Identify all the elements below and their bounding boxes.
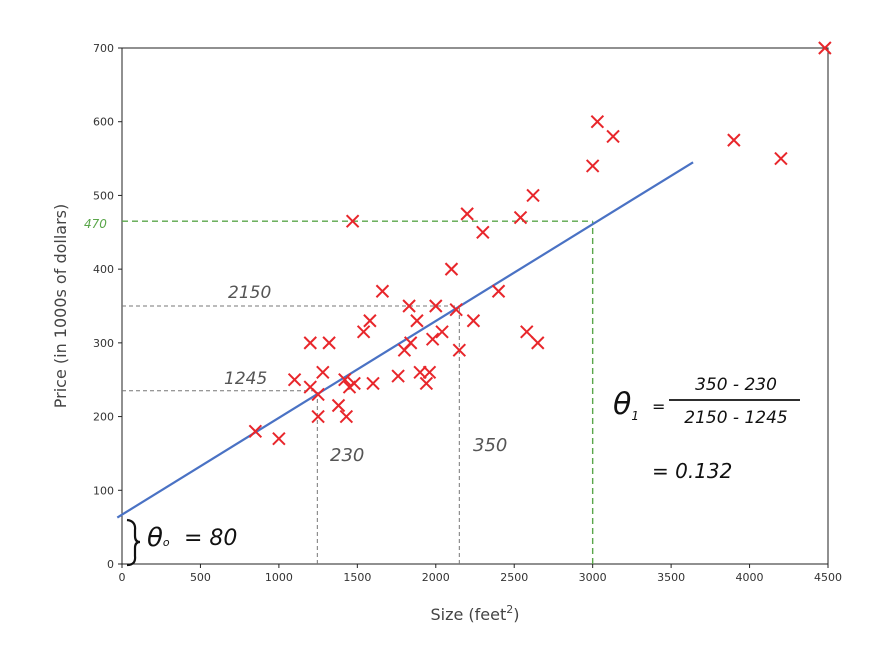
x-axis-title-superscript: 2 xyxy=(506,603,513,616)
data-point xyxy=(491,284,506,298)
theta1-symbol: θ1 xyxy=(613,387,639,423)
fit-line-layer xyxy=(116,161,694,519)
y-tick-label: 700 xyxy=(93,42,114,55)
data-point xyxy=(402,299,416,313)
x-tick-label: 4500 xyxy=(814,571,842,584)
curly-brace xyxy=(126,518,141,567)
data-point xyxy=(425,332,440,346)
data-point xyxy=(410,314,424,328)
data-point xyxy=(476,225,490,239)
theta1-numerator: 350 - 230 xyxy=(695,375,777,395)
data-point xyxy=(818,41,832,55)
data-point xyxy=(347,376,361,391)
data-point xyxy=(366,376,380,391)
guide-lines xyxy=(122,220,594,564)
x-axis-title: Size (feet2) xyxy=(430,603,519,624)
data-point xyxy=(403,336,418,350)
data-point xyxy=(311,409,325,424)
data-point xyxy=(287,373,302,387)
data-point xyxy=(606,129,620,144)
theta1-equals: = xyxy=(652,397,665,416)
data-point xyxy=(526,188,540,203)
x-tick-label: 4000 xyxy=(736,571,764,584)
data-point xyxy=(363,314,377,328)
y-tick-label: 300 xyxy=(93,337,114,350)
data-point xyxy=(375,284,390,298)
y-tick-label: 0 xyxy=(107,558,114,571)
data-point xyxy=(435,325,449,339)
x-tick-label: 0 xyxy=(119,571,126,584)
data-point xyxy=(444,262,459,276)
data-point xyxy=(429,299,443,313)
theta0-symbol: θo xyxy=(147,523,170,553)
data-point xyxy=(513,210,528,225)
y-tick-label: 100 xyxy=(93,484,114,497)
theta1-denominator: 2150 - 1245 xyxy=(684,408,787,428)
data-point xyxy=(419,376,434,391)
theta1-result: = 0.132 xyxy=(652,459,732,483)
data-point xyxy=(345,214,360,228)
data-point xyxy=(311,387,325,402)
x-tick-label: 500 xyxy=(190,571,211,584)
annotation-2150: 2150 xyxy=(228,283,271,303)
annotation-470: 470 xyxy=(84,217,107,231)
annotation-1245: 1245 xyxy=(224,369,267,389)
data-point xyxy=(531,336,545,350)
data-point xyxy=(331,398,346,413)
data-point xyxy=(322,336,336,350)
theta0-value: = 80 xyxy=(184,526,237,551)
annotation-350: 350 xyxy=(473,435,507,456)
data-point xyxy=(248,424,263,439)
data-point xyxy=(316,365,330,380)
data-point xyxy=(356,325,371,339)
data-point xyxy=(452,343,467,357)
y-axis-title: Price (in 1000s of dollars) xyxy=(51,204,70,408)
x-tick-label: 2000 xyxy=(422,571,450,584)
data-point xyxy=(460,207,474,221)
data-point xyxy=(338,373,352,387)
y-tick-label: 600 xyxy=(93,116,114,129)
data-point xyxy=(391,369,405,383)
data-points xyxy=(248,41,832,446)
data-point xyxy=(449,302,463,317)
data-point xyxy=(303,336,317,350)
regression-line xyxy=(116,161,694,519)
data-point xyxy=(339,409,354,424)
x-tick-label: 2500 xyxy=(500,571,528,584)
y-tick-label: 500 xyxy=(93,189,114,202)
annotation-230: 230 xyxy=(330,445,364,466)
data-point xyxy=(466,314,481,328)
data-point xyxy=(774,151,788,166)
data-point xyxy=(585,159,600,173)
x-tick-label: 1000 xyxy=(265,571,293,584)
y-tick-label: 200 xyxy=(93,411,114,424)
data-point xyxy=(727,133,741,147)
x-tick-label: 1500 xyxy=(343,571,371,584)
x-tick-label: 3000 xyxy=(579,571,607,584)
y-tick-label: 400 xyxy=(93,263,114,276)
y-axis-ticks: 0 100 200 300 400 500 600 700 xyxy=(93,42,122,571)
data-point xyxy=(590,115,605,129)
data-point xyxy=(520,325,534,339)
x-tick-label: 3500 xyxy=(657,571,685,584)
data-point xyxy=(422,365,437,380)
data-point xyxy=(272,431,286,446)
x-axis-ticks: 0 500 1000 1500 2000 2500 3000 3500 4000 4500 xyxy=(119,564,842,584)
plot-area xyxy=(121,47,829,565)
